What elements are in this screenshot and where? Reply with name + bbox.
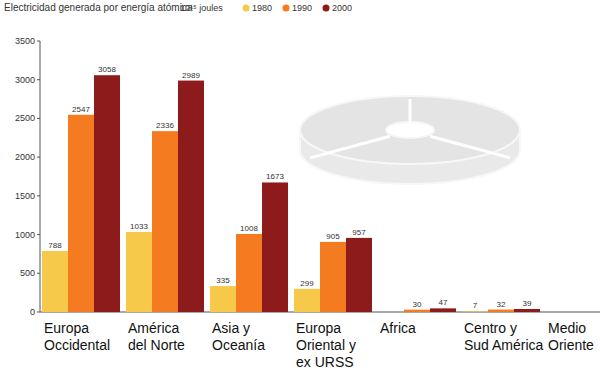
category-label: Américadel Norte (128, 320, 185, 353)
category-label: EuropaOriental yex URSS (296, 320, 356, 370)
bars (42, 75, 540, 312)
disc-gap (409, 99, 412, 123)
disc-gap (310, 136, 390, 158)
data-label: 957 (352, 228, 366, 237)
data-label: 30 (413, 300, 422, 309)
category-line: Medio (548, 320, 586, 336)
data-label: 299 (300, 279, 314, 288)
bar (236, 234, 262, 312)
disc-gap (430, 136, 510, 158)
data-label: 1008 (240, 224, 258, 233)
y-tick-label: 2000 (15, 152, 35, 162)
legend-label: 1990 (292, 3, 312, 13)
bar (68, 115, 94, 312)
bar (462, 311, 488, 312)
data-label: 39 (523, 299, 532, 308)
bar (488, 310, 514, 312)
data-label: 2989 (182, 71, 200, 80)
category-line: Europa (44, 320, 89, 336)
data-label: 32 (497, 300, 506, 309)
category-line: Europa (296, 320, 341, 336)
data-label: 47 (439, 298, 448, 307)
bar (430, 308, 456, 312)
bar (210, 286, 236, 312)
y-tick-label: 0 (30, 307, 35, 317)
bar (294, 289, 320, 312)
y-tick-label: 3500 (15, 36, 35, 46)
data-labels: 788 2547 3058 1033 2336 2989 335 1008 1673 299 905… (48, 65, 532, 310)
legend-swatch (323, 5, 330, 12)
category-line: Oriental y (296, 337, 356, 353)
data-label: 7 (473, 301, 478, 310)
bar (42, 251, 68, 312)
bar (126, 232, 152, 312)
category-line: Sud América (464, 337, 544, 353)
chart: Electricidad generada por energía atómic… (0, 0, 600, 391)
category-line: Oceanía (212, 337, 265, 353)
data-label: 905 (326, 232, 340, 241)
decoration (300, 96, 520, 184)
category-label: Asia yOceanía (212, 320, 265, 353)
disc-center (386, 122, 434, 138)
category-label: MedioOriente (548, 320, 594, 353)
category-line: ex URSS (296, 354, 354, 370)
data-label: 1033 (130, 222, 148, 231)
bar (152, 131, 178, 312)
category-label: Centro ySud América (464, 320, 544, 353)
y-tick-label: 1500 (15, 191, 35, 201)
bar (404, 310, 430, 312)
category-label: Africa (380, 320, 416, 336)
data-label: 1673 (266, 172, 284, 181)
category-line: Occidental (44, 337, 110, 353)
y-tick-label: 3000 (15, 75, 35, 85)
y-axis (40, 41, 41, 312)
bar (178, 81, 204, 312)
bar (346, 238, 372, 312)
data-label: 3058 (98, 65, 116, 74)
bar (320, 242, 346, 312)
y-tick-label: 500 (20, 268, 35, 278)
data-label: 2336 (156, 121, 174, 130)
disc-top (300, 96, 520, 164)
bar (514, 309, 540, 312)
bar (262, 182, 288, 312)
data-label: 788 (48, 241, 62, 250)
category-label: EuropaOccidental (44, 320, 110, 353)
y-tick-label: 1000 (15, 230, 35, 240)
legend-swatch (283, 5, 290, 12)
category-line: Asia y (212, 320, 250, 336)
legend-label: 2000 (332, 3, 352, 13)
bar (94, 75, 120, 312)
category-line: América (128, 320, 180, 336)
data-label: 2547 (72, 105, 90, 114)
y-tick-label: 2500 (15, 113, 35, 123)
unit-label: 10¹⁵ joules (180, 3, 223, 13)
category-line: del Norte (128, 337, 185, 353)
title: Electricidad generada por energía atómic… (4, 2, 193, 13)
category-line: Centro y (464, 320, 517, 336)
category-line: Oriente (548, 337, 594, 353)
legend-label: 1980 (252, 3, 272, 13)
category-line: Africa (380, 320, 416, 336)
data-label: 335 (216, 276, 230, 285)
legend-swatch (243, 5, 250, 12)
